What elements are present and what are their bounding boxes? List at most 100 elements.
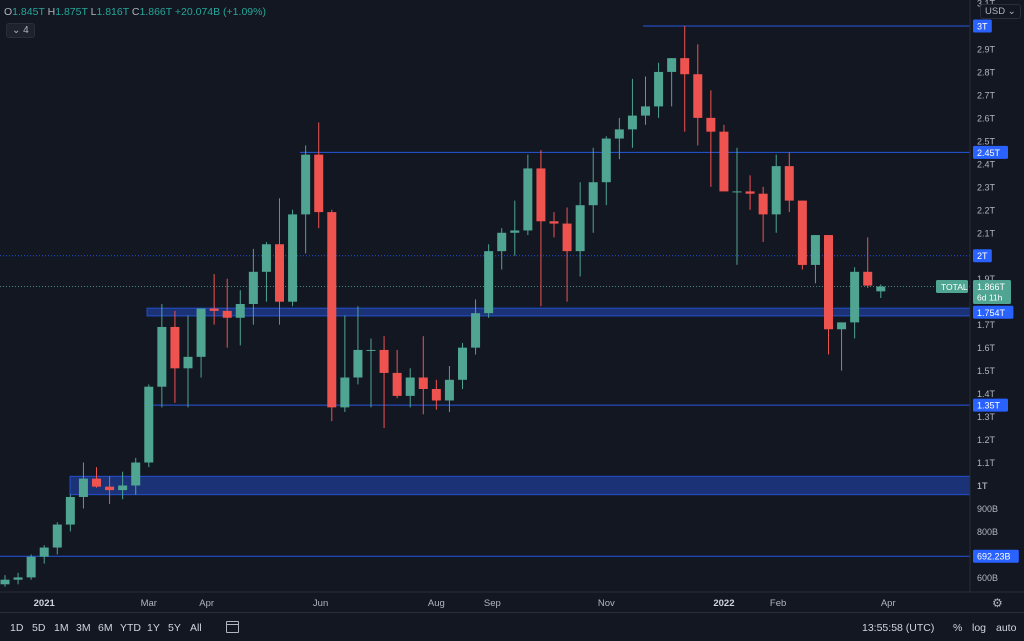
candle — [824, 235, 833, 355]
level-tag — [973, 19, 992, 33]
y-tick-label: 1.3T — [977, 412, 996, 422]
candle — [314, 122, 324, 229]
y-tick-label: 1.9T — [977, 274, 996, 284]
candle-body — [0, 579, 10, 585]
candle — [562, 207, 572, 302]
currency-select[interactable]: USD ⌄ — [980, 4, 1021, 19]
price-axis[interactable]: 3.1T2.9T2.8T2.7T2.6T2.5T2.4T2.3T2.2T2.1T… — [977, 0, 998, 583]
candle-body — [405, 377, 415, 396]
candle-body — [13, 577, 23, 580]
candle — [523, 154, 533, 236]
candle-body — [118, 485, 128, 491]
candle-body — [222, 310, 232, 318]
timeframe-6m[interactable]: 6M — [98, 622, 113, 634]
x-tick-label: Apr — [881, 598, 896, 609]
support-zone-1.754T — [146, 307, 971, 317]
timeframe-5d[interactable]: 5D — [32, 622, 46, 634]
close-label: C — [131, 6, 140, 18]
candle-body — [39, 547, 49, 557]
candle — [680, 25, 690, 132]
y-tick-label: 2.6T — [977, 113, 996, 123]
candle — [627, 78, 637, 148]
x-tick-label: Apr — [199, 598, 214, 609]
candle — [810, 235, 820, 284]
candle-body — [144, 386, 154, 463]
price-chart[interactable]: 3.1T2.9T2.8T2.7T2.6T2.5T2.4T2.3T2.2T2.1T… — [0, 0, 1024, 612]
candle-body — [706, 117, 716, 132]
y-tick-label: 2.9T — [977, 44, 996, 54]
timeframe-3m[interactable]: 3M — [76, 622, 91, 634]
candle-body — [170, 326, 180, 369]
timeframe-all[interactable]: All — [190, 622, 202, 634]
level-tag-label: 692.23B — [977, 552, 1011, 562]
close-value: 1.866T — [139, 6, 172, 18]
candle-body — [471, 313, 481, 348]
candle-body — [65, 496, 75, 525]
candle — [39, 545, 49, 564]
candle-body — [92, 478, 101, 487]
x-tick-label: 2022 — [713, 598, 734, 609]
candle-body — [693, 74, 703, 118]
level-tag — [973, 305, 1014, 319]
candle — [601, 136, 611, 206]
y-tick-label: 2.3T — [977, 182, 996, 192]
percent-scale-toggle[interactable]: % — [953, 622, 963, 634]
level-tag-label: 1.754T — [977, 308, 1006, 318]
candle-body — [797, 200, 807, 265]
utc-clock[interactable]: 13:55:58 (UTC) — [862, 622, 935, 634]
candle-body — [784, 166, 794, 201]
candle — [771, 154, 781, 233]
candle — [745, 175, 755, 210]
candle — [327, 209, 337, 422]
y-tick-label: 600B — [977, 573, 998, 583]
candle — [261, 241, 271, 302]
candle-body — [771, 166, 781, 215]
last-price-tag — [973, 280, 1011, 305]
symbol-tag-label: TOTAL — [941, 282, 968, 292]
candle — [850, 267, 860, 339]
timeframe-ytd[interactable]: YTD — [120, 622, 141, 634]
calendar-icon[interactable] — [226, 621, 239, 633]
candle-body — [327, 212, 337, 408]
candle — [536, 150, 546, 307]
x-tick-label: Mar — [141, 598, 157, 609]
candle — [471, 299, 481, 355]
candle — [170, 310, 180, 403]
level-tag — [973, 145, 1008, 159]
timeframe-1y[interactable]: 1Y — [147, 622, 160, 634]
gear-icon[interactable]: ⚙ — [992, 596, 1003, 610]
indicators-toggle-button[interactable]: ⌄ 4 — [6, 23, 35, 38]
candles-layer — [0, 25, 886, 587]
chevron-down-icon: ⌄ — [12, 25, 21, 36]
y-tick-label: 2.8T — [977, 67, 996, 77]
timeframe-5y[interactable]: 5Y — [168, 622, 181, 634]
x-tick-label: Feb — [770, 598, 786, 609]
level-tag — [973, 549, 1019, 563]
log-scale-toggle[interactable]: log — [972, 622, 987, 634]
candle — [78, 462, 88, 509]
candle — [654, 62, 664, 118]
levels-layer — [0, 25, 971, 557]
y-tick-label: 1.2T — [977, 435, 996, 445]
candle-body — [78, 478, 88, 497]
candle — [693, 44, 703, 146]
candle-body — [654, 71, 664, 107]
timeframe-1m[interactable]: 1M — [54, 622, 69, 634]
x-tick-label: Nov — [598, 598, 615, 609]
y-tick-label: 1.4T — [977, 389, 996, 399]
candle — [549, 212, 559, 238]
candle-body — [562, 223, 572, 252]
level-tag-label: 1.35T — [977, 401, 1001, 411]
candle — [92, 467, 101, 488]
candle — [13, 572, 23, 585]
low-label: L — [90, 6, 97, 18]
auto-scale-toggle[interactable]: auto — [996, 622, 1017, 634]
y-tick-label: 1.1T — [977, 458, 996, 468]
candle — [26, 554, 36, 580]
time-axis[interactable]: 2021 Mar Apr Jun Aug Sep Nov 2022 Feb Apr — [34, 598, 896, 609]
candle-body — [431, 389, 441, 401]
candle-body — [614, 129, 624, 139]
timeframe-1d[interactable]: 1D — [10, 622, 24, 634]
candle — [118, 471, 128, 500]
candle-body — [131, 462, 141, 486]
